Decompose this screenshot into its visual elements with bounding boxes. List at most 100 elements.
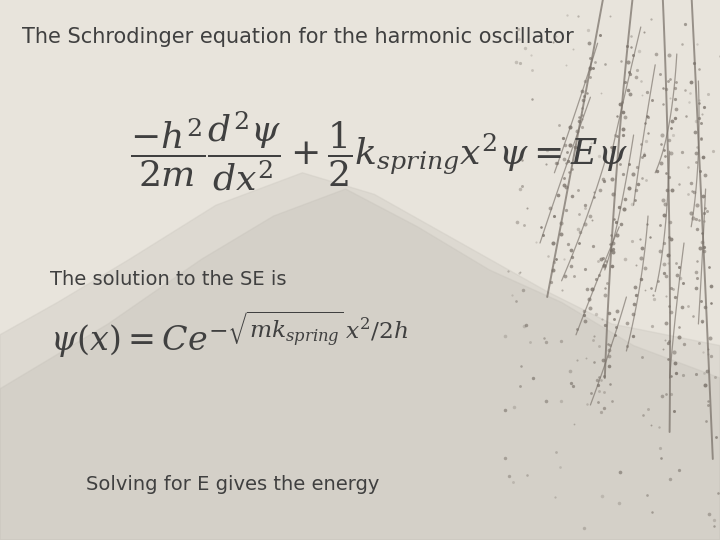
Point [588, 358, 599, 367]
Point [555, 218, 567, 227]
Point [554, 120, 565, 129]
Point [661, 169, 672, 178]
Point [649, 295, 660, 303]
Point [584, 72, 595, 81]
Point [658, 211, 670, 219]
Point [579, 200, 590, 209]
Point [598, 403, 610, 412]
Point [622, 86, 634, 94]
Point [554, 463, 565, 471]
Point [600, 60, 611, 69]
Point [592, 397, 603, 406]
Point [695, 118, 706, 127]
Point [588, 188, 600, 197]
Point [598, 254, 609, 262]
Point [527, 373, 539, 382]
Point [551, 159, 562, 168]
Point [541, 146, 553, 154]
Point [585, 139, 597, 147]
Point [530, 238, 541, 247]
Point [628, 300, 639, 308]
Point [636, 152, 648, 161]
Point [642, 88, 653, 97]
Point [696, 318, 707, 327]
Point [634, 235, 646, 244]
Point [658, 268, 670, 277]
Point [588, 335, 599, 344]
Point [521, 471, 533, 480]
Point [584, 303, 595, 312]
Point [603, 346, 614, 354]
Point [578, 306, 590, 315]
Point [508, 402, 520, 411]
Point [565, 379, 577, 388]
Point [502, 266, 513, 275]
Point [630, 73, 642, 82]
Point [672, 271, 683, 280]
Point [585, 53, 596, 62]
Point [555, 336, 567, 345]
Point [598, 388, 609, 397]
Point [614, 160, 626, 169]
Point [673, 332, 685, 341]
Point [647, 291, 658, 299]
Point [661, 85, 672, 93]
Point [598, 261, 610, 269]
Point [661, 186, 672, 194]
Point [669, 359, 680, 367]
Point [660, 319, 672, 328]
Point [641, 176, 652, 185]
Point [623, 159, 634, 168]
Point [693, 339, 705, 347]
Point [514, 184, 526, 193]
Point [594, 31, 606, 39]
Point [642, 404, 653, 413]
Point [552, 158, 563, 167]
Point [636, 244, 648, 253]
Point [606, 143, 617, 152]
Point [670, 84, 681, 93]
Point [606, 262, 618, 271]
Point [526, 50, 537, 59]
Point [580, 204, 591, 213]
Point [508, 477, 519, 486]
Point [578, 310, 590, 319]
Point [572, 12, 584, 21]
Point [613, 499, 625, 508]
Point [615, 57, 626, 65]
Point [608, 190, 619, 198]
Point [636, 173, 647, 182]
Point [679, 85, 690, 94]
Point [556, 230, 567, 238]
Point [698, 243, 710, 252]
Point [577, 86, 588, 95]
Point [638, 149, 649, 158]
Point [571, 325, 582, 333]
Point [696, 316, 708, 325]
Point [526, 66, 537, 75]
Point [654, 70, 666, 78]
Point [639, 264, 651, 273]
Point [606, 246, 617, 254]
Point [664, 75, 675, 83]
Point [579, 77, 590, 85]
Point [593, 152, 605, 160]
Point [660, 272, 672, 280]
Point [702, 397, 714, 406]
Point [697, 192, 708, 201]
Point [659, 152, 670, 160]
Text: $\psi(x) = Ce^{-\sqrt{mk_{spring}}\,x^2/2h}$: $\psi(x) = Ce^{-\sqrt{mk_{spring}}\,x^2/… [50, 309, 409, 360]
Point [683, 190, 694, 198]
Point [688, 188, 700, 197]
Point [593, 271, 605, 280]
Point [673, 262, 685, 271]
Point [710, 433, 720, 442]
Point [599, 321, 611, 329]
Point [654, 220, 666, 229]
Point [598, 177, 610, 185]
Point [513, 268, 525, 277]
Point [693, 96, 705, 105]
Point [705, 299, 716, 308]
Point [590, 58, 601, 66]
Point [627, 310, 639, 319]
